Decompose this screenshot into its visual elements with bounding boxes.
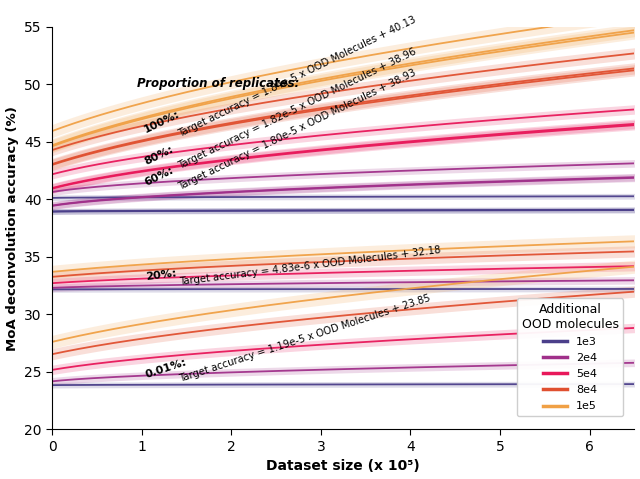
Text: Target accuracy = 1.19e-5 x OOD Molecules + 23.85: Target accuracy = 1.19e-5 x OOD Molecule…: [178, 293, 431, 384]
X-axis label: Dataset size (x 10⁵): Dataset size (x 10⁵): [266, 459, 420, 473]
Text: Proportion of replicates:: Proportion of replicates:: [137, 77, 300, 90]
Text: Target accuracy = 1.80e-5 x OOD Molecules + 38.93: Target accuracy = 1.80e-5 x OOD Molecule…: [177, 68, 418, 192]
Text: 60%:: 60%:: [143, 165, 175, 187]
Text: Target accuracy = 4.83e-6 x OOD Molecules + 32.18: Target accuracy = 4.83e-6 x OOD Molecule…: [179, 245, 442, 286]
Legend: 1e3, 2e4, 5e4, 8e4, 1e5: 1e3, 2e4, 5e4, 8e4, 1e5: [517, 298, 623, 416]
Y-axis label: MoA deconvolution accuracy (%): MoA deconvolution accuracy (%): [6, 106, 19, 351]
Text: 100%:: 100%:: [143, 109, 182, 135]
Text: 0.01%:: 0.01%:: [143, 357, 188, 380]
Text: 20%:: 20%:: [145, 268, 177, 282]
Text: Target accuracy = 1.82e-5 x OOD Molecules + 38.96: Target accuracy = 1.82e-5 x OOD Molecule…: [177, 47, 418, 171]
Text: 80%:: 80%:: [143, 144, 175, 167]
Text: Target accuracy = 1.84e-5 x OOD Molecules + 40.13: Target accuracy = 1.84e-5 x OOD Molecule…: [177, 15, 418, 139]
